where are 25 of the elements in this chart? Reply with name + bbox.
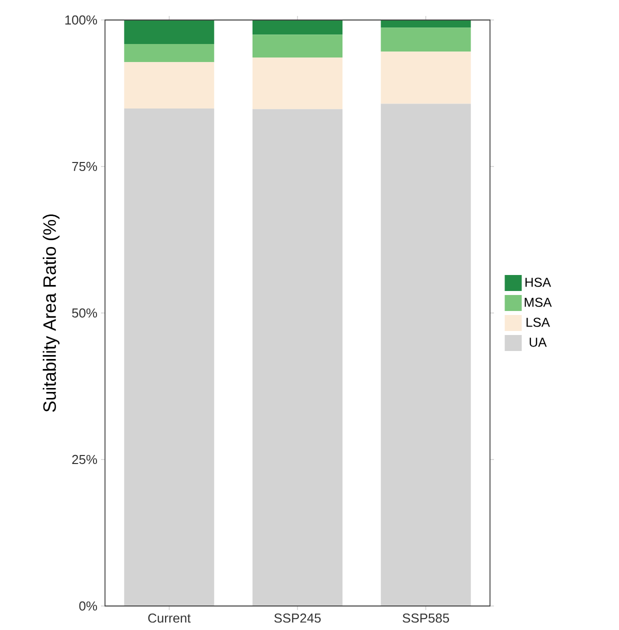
bar: [252, 57, 342, 110]
bar: [380, 104, 471, 606]
bar: [124, 108, 214, 606]
bar: [124, 20, 214, 44]
y-tick-label: 50%: [72, 308, 98, 318]
bar: [380, 28, 471, 52]
bar: [252, 20, 342, 35]
bar: [380, 20, 471, 28]
legend-label: LSA: [526, 318, 550, 327]
x-tick-label: Current: [148, 614, 191, 623]
y-axis-title: Suitability Area Ratio (%): [42, 214, 60, 412]
y-tick-label: 25%: [72, 454, 98, 464]
legend-label: MSA: [524, 298, 552, 307]
bar: [124, 44, 214, 62]
legend-label: HSA: [526, 278, 552, 287]
y-tick-label: 100%: [65, 15, 98, 25]
x-tick-label: SSP585: [402, 614, 450, 623]
y-tick-label: 0%: [79, 601, 98, 611]
legend-label: UA: [530, 338, 547, 347]
y-tick-label: 75%: [72, 162, 98, 172]
bar: [252, 34, 342, 58]
bar: [380, 52, 471, 104]
x-tick-label: SSP245: [274, 614, 321, 623]
bar: [252, 109, 342, 606]
bar: [124, 62, 214, 108]
